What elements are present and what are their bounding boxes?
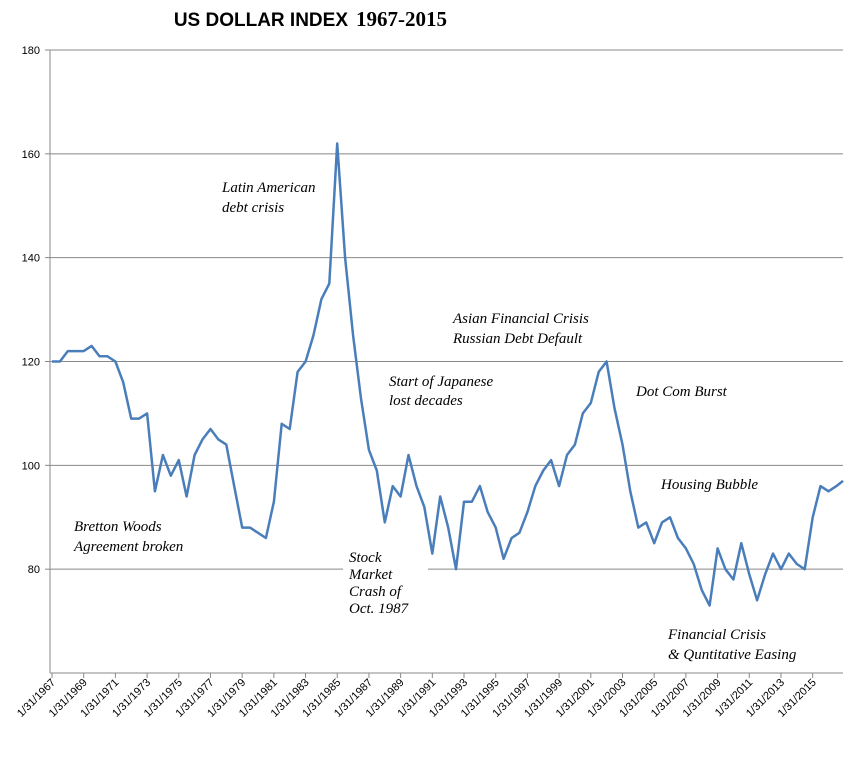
y-tick-label: 140 (22, 253, 40, 265)
annotation: Start of Japanese lost decades (389, 374, 493, 409)
y-tick-label: 180 (22, 45, 40, 57)
chart-title: US DOLLAR INDEX (174, 10, 349, 31)
annotation: Asian Financial Crisis Russian Debt Defau… (452, 311, 589, 347)
annotation: Financial Crisis & Quntitative Easing (667, 627, 797, 663)
y-tick-label: 100 (22, 460, 40, 472)
annotation: Housing Bubble (660, 477, 758, 493)
label-background (343, 546, 428, 618)
annotation: Latin American debt crisis (221, 180, 315, 216)
plot (52, 142, 844, 607)
data-line (52, 142, 844, 607)
annotation: Dot Com Burst (635, 384, 728, 400)
y-tick-label: 160 (22, 149, 40, 161)
annotation: Stock Market Crash of Oct. 1987 (348, 550, 410, 617)
chart-subtitle: 1967-2015 (356, 7, 447, 31)
y-tick-label: 80 (28, 564, 40, 576)
y-tick-label: 120 (22, 357, 40, 369)
annotation: Bretton Woods Agreement broken (73, 519, 183, 555)
